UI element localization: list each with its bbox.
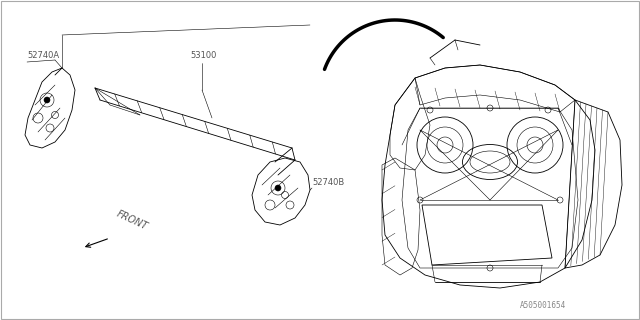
Text: 53100: 53100 [190, 51, 216, 60]
Text: 52740A: 52740A [27, 51, 59, 60]
Text: 52740B: 52740B [312, 178, 344, 187]
Circle shape [44, 97, 50, 103]
Circle shape [275, 185, 281, 191]
Text: FRONT: FRONT [115, 209, 149, 232]
Text: A505001654: A505001654 [520, 301, 566, 310]
